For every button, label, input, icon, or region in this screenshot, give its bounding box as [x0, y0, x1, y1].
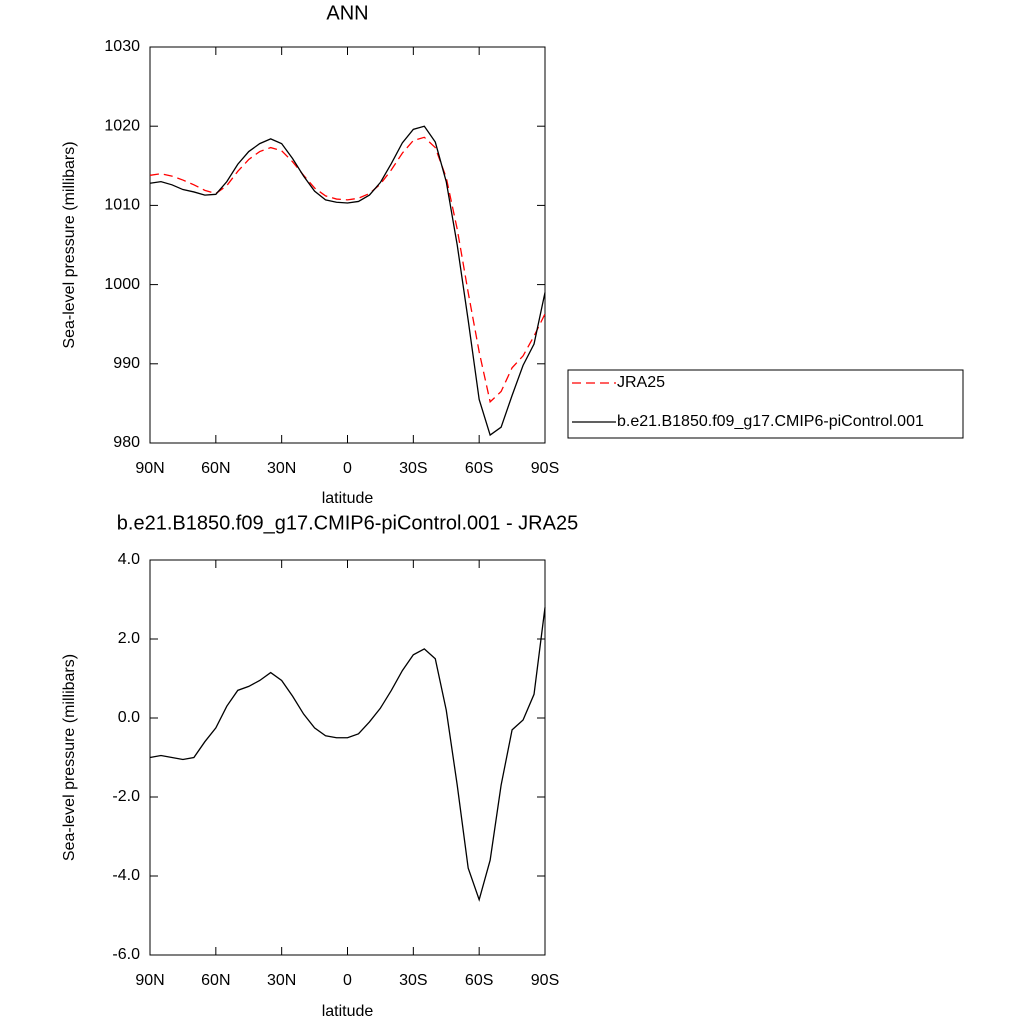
x-axis-label: latitude	[322, 490, 374, 507]
y-tick-label: 990	[113, 355, 140, 372]
plot-frame	[149, 559, 546, 956]
x-tick-label: 30N	[267, 460, 296, 477]
x-tick-label: 60N	[201, 460, 230, 477]
y-tick-label: -4.0	[112, 867, 140, 884]
x-tick-label: 90N	[135, 972, 164, 989]
x-tick-label: 90N	[135, 460, 164, 477]
x-tick-label: 60N	[201, 972, 230, 989]
y-tick-label: 1000	[104, 276, 140, 293]
chart-title: b.e21.B1850.f09_g17.CMIP6-piControl.001 …	[117, 512, 578, 534]
x-tick-label: 90S	[531, 972, 559, 989]
legend-label: b.e21.B1850.f09_g17.CMIP6-piControl.001	[617, 413, 924, 430]
y-tick-label: -6.0	[112, 946, 140, 963]
x-tick-label: 0	[343, 972, 352, 989]
y-axis-label: Sea-level pressure (millibars)	[61, 654, 78, 861]
x-axis-label: latitude	[322, 1003, 374, 1020]
y-tick-label: 980	[113, 434, 140, 451]
difference-line	[149, 607, 546, 902]
plot-frame	[149, 46, 546, 444]
x-tick-label: 30S	[399, 972, 427, 989]
y-tick-label: 1020	[104, 117, 140, 134]
series-line	[149, 136, 546, 404]
series-line	[149, 125, 546, 437]
y-tick-label: 1010	[104, 197, 140, 214]
x-tick-label: 90S	[531, 460, 559, 477]
chart-title: ANN	[326, 2, 368, 24]
y-tick-label: 2.0	[118, 630, 140, 647]
y-tick-label: 0.0	[118, 709, 140, 726]
y-tick-label: 1030	[104, 38, 140, 55]
x-tick-label: 60S	[465, 460, 493, 477]
x-tick-label: 30S	[399, 460, 427, 477]
y-axis-label: Sea-level pressure (millibars)	[61, 141, 78, 348]
y-tick-label: 4.0	[118, 551, 140, 568]
legend-label: JRA25	[617, 374, 665, 391]
x-tick-label: 0	[343, 460, 352, 477]
x-tick-label: 30N	[267, 972, 296, 989]
y-tick-label: -2.0	[112, 788, 140, 805]
x-tick-label: 60S	[465, 972, 493, 989]
legend-box	[567, 369, 964, 439]
